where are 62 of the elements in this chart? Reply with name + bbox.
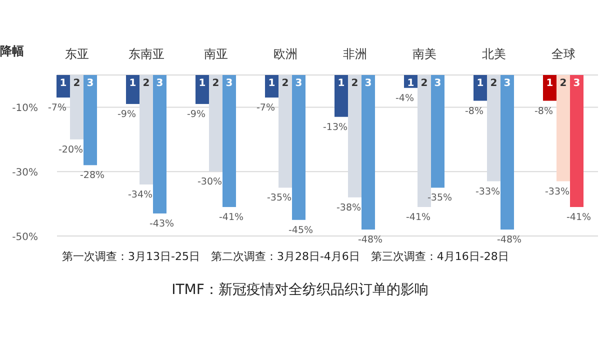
data-label: -9% bbox=[187, 108, 206, 120]
text: 3 bbox=[156, 78, 164, 89]
text: 2 bbox=[282, 78, 289, 89]
data-label: -34% bbox=[128, 189, 153, 200]
data-label: -41% bbox=[566, 212, 592, 224]
text: 3 bbox=[434, 78, 442, 89]
x-tick-label: 东南亚 bbox=[128, 47, 164, 61]
x-tick-label: 南美 bbox=[412, 47, 436, 61]
text: 1 bbox=[546, 78, 554, 89]
text: 2 bbox=[490, 78, 498, 89]
text: 3 bbox=[364, 78, 372, 89]
text: 2 bbox=[560, 78, 567, 89]
x-tick-label: 东亚 bbox=[64, 47, 89, 61]
x-tick-label: 非洲 bbox=[342, 47, 367, 61]
data-label: -45% bbox=[288, 224, 314, 236]
y-tick-label: -10% bbox=[12, 103, 38, 114]
data-label: -30% bbox=[197, 176, 222, 188]
text: 1 bbox=[338, 78, 345, 89]
text: 1 bbox=[198, 78, 206, 89]
data-label: -35% bbox=[427, 192, 452, 204]
text: 1 bbox=[268, 78, 276, 89]
series-label: 1 bbox=[407, 78, 414, 89]
data-label: -48% bbox=[496, 234, 522, 246]
data-label: -41% bbox=[218, 212, 244, 224]
data-label: -8% bbox=[534, 106, 553, 117]
text: 2 bbox=[351, 78, 358, 89]
text: 1 bbox=[60, 78, 67, 89]
y-tick-label: -30% bbox=[12, 168, 38, 179]
data-label: -8% bbox=[465, 106, 484, 117]
text: 3 bbox=[573, 78, 580, 89]
x-tick-label: 全球 bbox=[551, 47, 576, 61]
text: 3 bbox=[295, 78, 302, 89]
data-label: -13% bbox=[322, 122, 348, 133]
data-label: -43% bbox=[149, 218, 174, 230]
data-label: -35% bbox=[266, 192, 292, 204]
data-label: -38% bbox=[336, 202, 362, 214]
data-label: -41% bbox=[406, 212, 431, 224]
series-label: 2 bbox=[73, 78, 80, 89]
text: 3 bbox=[226, 78, 233, 89]
text: 2 bbox=[142, 78, 150, 89]
series-label: 3 bbox=[86, 78, 94, 89]
text: ITMF：新冠疫情对全纺织品织订单的影响 bbox=[172, 282, 428, 298]
data-label: -7% bbox=[256, 102, 275, 114]
data-label: -4% bbox=[396, 92, 414, 104]
text: 1 bbox=[476, 78, 484, 89]
data-label: -7% bbox=[48, 102, 66, 114]
text: 3 bbox=[504, 78, 511, 89]
data-label: -9% bbox=[118, 108, 136, 120]
data-label: -28% bbox=[80, 170, 105, 182]
text: 2 bbox=[420, 78, 428, 89]
text: 1 bbox=[129, 78, 136, 89]
data-label: -33% bbox=[544, 186, 570, 198]
data-label: -33% bbox=[475, 186, 500, 198]
text: 第一次调查：3月13日-25日 第二次调查：3月28日-4月6日 第三次调查：4月16日-28日 bbox=[62, 250, 509, 263]
data-label: -20% bbox=[58, 144, 84, 156]
y-axis-title: 降幅 bbox=[0, 44, 24, 58]
x-tick-label: 北美 bbox=[482, 47, 506, 61]
y-tick-label: -50% bbox=[12, 232, 38, 243]
x-tick-label: 欧洲 bbox=[273, 47, 298, 61]
text: 2 bbox=[212, 78, 220, 89]
x-tick-label: 南亚 bbox=[204, 47, 228, 61]
data-label: -48% bbox=[358, 234, 383, 246]
